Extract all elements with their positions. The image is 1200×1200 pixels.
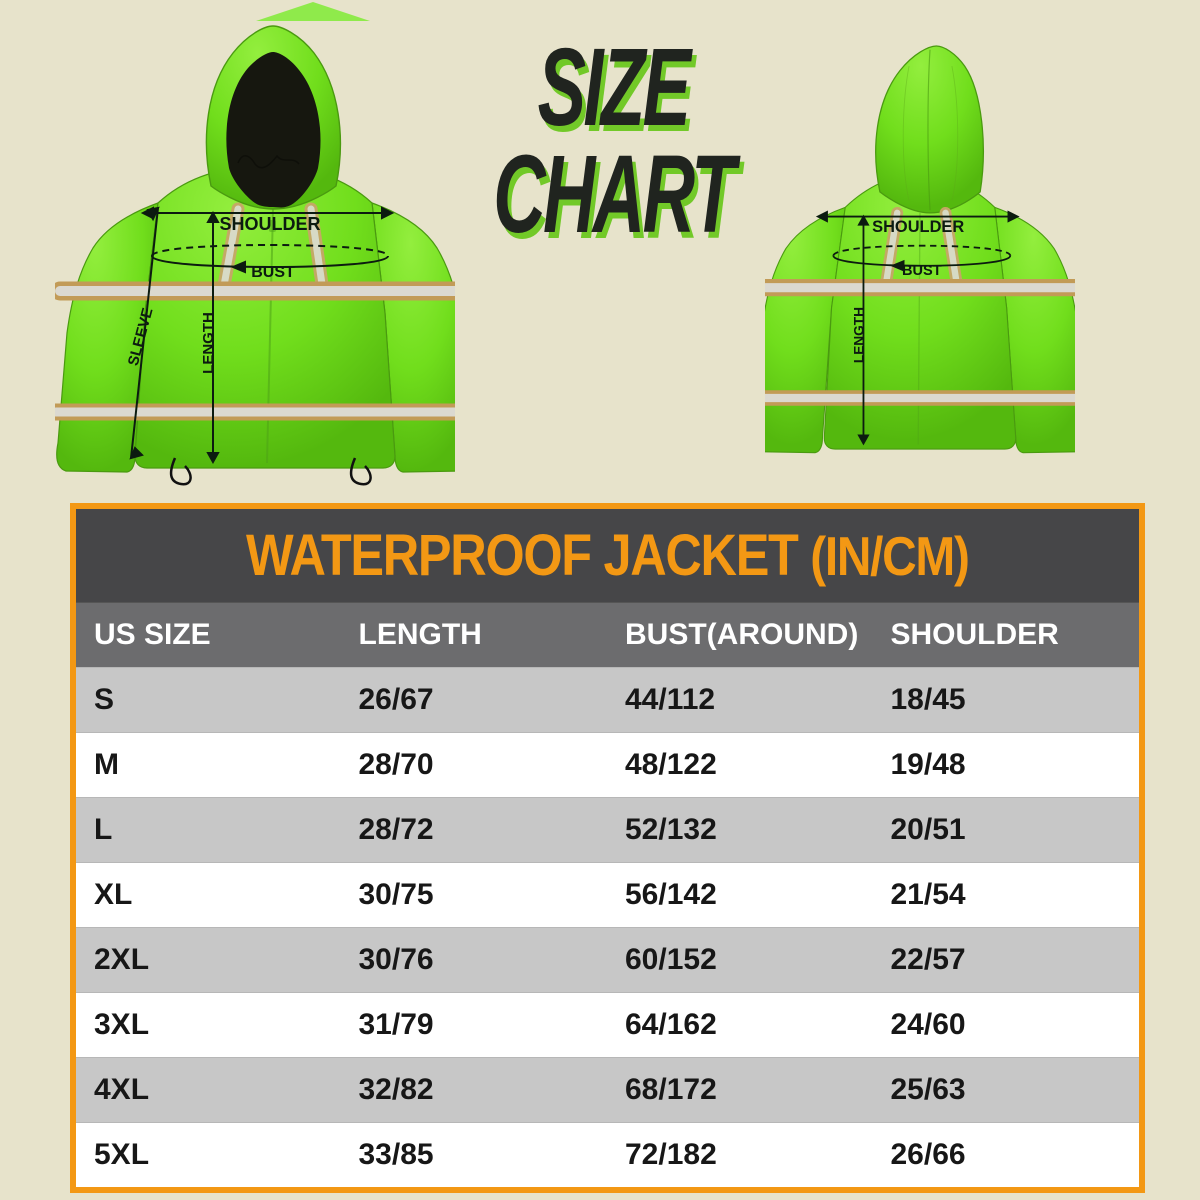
svg-text:BUST: BUST (251, 264, 295, 281)
svg-text:BUST: BUST (902, 263, 942, 279)
svg-text:SHOULDER: SHOULDER (872, 218, 964, 236)
svg-text:LENGTH: LENGTH (851, 307, 866, 363)
svg-text:LENGTH: LENGTH (200, 312, 217, 374)
svg-text:SHOULDER: SHOULDER (219, 214, 320, 234)
